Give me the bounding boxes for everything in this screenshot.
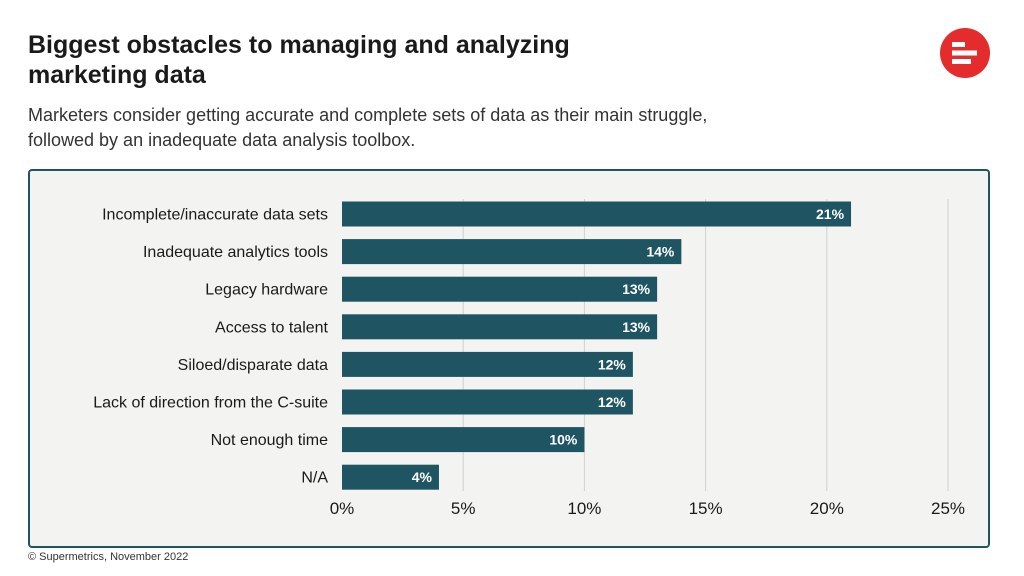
- value-label: 4%: [412, 469, 433, 485]
- x-tick-label: 20%: [810, 499, 844, 518]
- value-label: 10%: [549, 432, 578, 448]
- bar: [342, 239, 682, 265]
- category-label: Access to talent: [215, 319, 329, 336]
- category-label: Not enough time: [211, 432, 329, 449]
- value-label: 13%: [622, 281, 651, 297]
- x-tick-label: 15%: [689, 499, 723, 518]
- value-label: 12%: [598, 356, 627, 372]
- bar: [342, 427, 585, 453]
- chart-subtitle: Marketers consider getting accurate and …: [28, 105, 708, 150]
- chart-panel: Incomplete/inaccurate data sets 21% Inadeq…: [28, 169, 990, 548]
- bar: [342, 464, 439, 490]
- bar: [342, 314, 658, 340]
- bar: [342, 389, 633, 415]
- chart-title: Biggest obstacles to managing and analyz…: [28, 31, 570, 89]
- bar: [342, 201, 852, 227]
- x-tick-label: 25%: [931, 499, 965, 518]
- value-label: 12%: [598, 394, 627, 410]
- x-tick-label: 0%: [330, 499, 355, 518]
- x-tick-label: 5%: [451, 499, 476, 518]
- category-label: Legacy hardware: [205, 282, 328, 299]
- value-label: 21%: [816, 206, 845, 222]
- bar: [342, 351, 633, 377]
- supermetrics-logo-icon: [940, 28, 990, 78]
- x-tick-label: 10%: [567, 499, 601, 518]
- category-label: Lack of direction from the C-suite: [93, 395, 328, 412]
- category-label: Siloed/disparate data: [178, 357, 328, 374]
- value-label: 14%: [646, 244, 675, 260]
- category-label: Incomplete/inaccurate data sets: [102, 207, 328, 224]
- category-label: Inadequate analytics tools: [143, 244, 328, 261]
- bar: [342, 276, 658, 302]
- value-label: 13%: [622, 319, 651, 335]
- category-label: N/A: [301, 470, 328, 487]
- source-footnote: © Supermetrics, November 2022: [28, 551, 189, 563]
- bar-chart: Incomplete/inaccurate data sets 21% Inadeq…: [93, 199, 965, 518]
